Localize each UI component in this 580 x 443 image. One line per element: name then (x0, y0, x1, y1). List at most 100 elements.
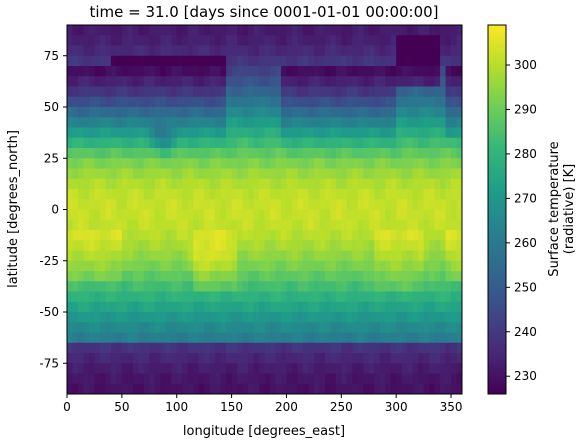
heatmap-cell (77, 189, 85, 200)
heatmap-cell (99, 322, 107, 334)
heatmap-cell (291, 230, 299, 241)
heatmap-cell (198, 363, 205, 375)
heatmap-cell (407, 342, 414, 354)
heatmap-cell (308, 260, 315, 272)
heatmap-cell (319, 189, 326, 200)
heatmap-cell (182, 189, 189, 200)
heatmap-cell (385, 301, 392, 313)
heatmap-cell (269, 332, 277, 344)
heatmap-cell (291, 66, 299, 77)
heatmap-cell (149, 107, 156, 118)
heatmap-cell (209, 363, 216, 375)
heatmap-cell (77, 291, 85, 303)
heatmap-cell (445, 281, 452, 293)
heatmap-cell (149, 158, 156, 170)
heatmap-cell (423, 199, 430, 211)
heatmap-cell (248, 312, 255, 323)
heatmap-cell (330, 189, 337, 200)
heatmap-cell (187, 86, 194, 98)
heatmap-cell (330, 86, 337, 98)
heatmap-cell (105, 107, 112, 118)
heatmap-cell (242, 55, 249, 67)
heatmap-cell (319, 66, 326, 77)
heatmap-cell (215, 96, 222, 108)
heatmap-cell (330, 199, 337, 211)
heatmap-cell (127, 66, 134, 77)
heatmap-cell (280, 230, 288, 241)
heatmap-cell (330, 96, 337, 108)
heatmap-cell (308, 66, 315, 77)
heatmap-cell (286, 291, 293, 303)
heatmap-cell (88, 148, 96, 159)
heatmap-cell (352, 76, 359, 88)
heatmap-cell (121, 148, 128, 159)
heatmap-cell (187, 189, 194, 200)
heatmap-cell (352, 219, 359, 231)
heatmap-cell (264, 107, 271, 118)
heatmap-cell (171, 281, 178, 293)
heatmap-cell (423, 66, 430, 77)
heatmap-cell (77, 117, 85, 129)
heatmap-cell (94, 240, 101, 252)
heatmap-cell (297, 301, 304, 313)
heatmap-cell (165, 260, 172, 272)
heatmap-cell (165, 86, 172, 98)
heatmap-cell (302, 86, 309, 98)
heatmap-cell (418, 45, 425, 57)
heatmap-cell (346, 76, 353, 88)
heatmap-cell (418, 66, 425, 77)
heatmap-cell (346, 168, 353, 180)
heatmap-cell (72, 76, 79, 88)
heatmap-cell (407, 332, 414, 344)
heatmap-cell (259, 373, 266, 385)
heatmap-cell (226, 35, 233, 47)
heatmap-cell (165, 66, 172, 77)
heatmap-cell (313, 55, 320, 67)
heatmap-cell (335, 148, 342, 159)
heatmap-cell (308, 96, 315, 108)
heatmap-cell (434, 55, 441, 67)
heatmap-cell (297, 271, 304, 282)
heatmap-cell (401, 25, 408, 36)
heatmap-cell (346, 199, 353, 211)
heatmap-cell (83, 178, 90, 190)
heatmap-cell (368, 35, 375, 47)
heatmap-cell (83, 35, 90, 47)
heatmap-cell (308, 35, 315, 47)
heatmap-cell (352, 373, 359, 385)
heatmap-cell (445, 127, 452, 139)
heatmap-cell (401, 301, 408, 313)
heatmap-cell (291, 35, 299, 47)
heatmap-cell (429, 137, 436, 149)
heatmap-cell (88, 117, 96, 129)
heatmap-cell (149, 66, 156, 77)
heatmap-cell (132, 45, 139, 57)
heatmap-cell (280, 281, 288, 293)
heatmap-cell (302, 158, 309, 170)
heatmap-cell (143, 230, 150, 241)
heatmap-cell (341, 219, 348, 231)
heatmap-cell (297, 107, 304, 118)
heatmap-cell (127, 158, 134, 170)
heatmap-cell (280, 107, 288, 118)
heatmap-cell (116, 117, 123, 129)
heatmap-cell (280, 383, 288, 394)
heatmap-cell (226, 86, 233, 98)
heatmap-cell (99, 312, 107, 323)
heatmap-cell (451, 383, 458, 394)
heatmap-cell (291, 271, 299, 282)
heatmap-cell (456, 342, 462, 354)
heatmap-cell (363, 281, 370, 293)
heatmap-cell (143, 281, 150, 293)
heatmap-cell (132, 158, 139, 170)
heatmap-cell (154, 383, 161, 394)
heatmap-cell (88, 363, 96, 375)
heatmap-cell (237, 107, 244, 118)
heatmap-cell (198, 199, 205, 211)
heatmap-cell (88, 137, 96, 149)
heatmap-cell (291, 158, 299, 170)
heatmap-cell (132, 250, 139, 262)
heatmap-cell (401, 260, 408, 272)
heatmap-cell (451, 25, 458, 36)
heatmap-cell (264, 117, 271, 129)
